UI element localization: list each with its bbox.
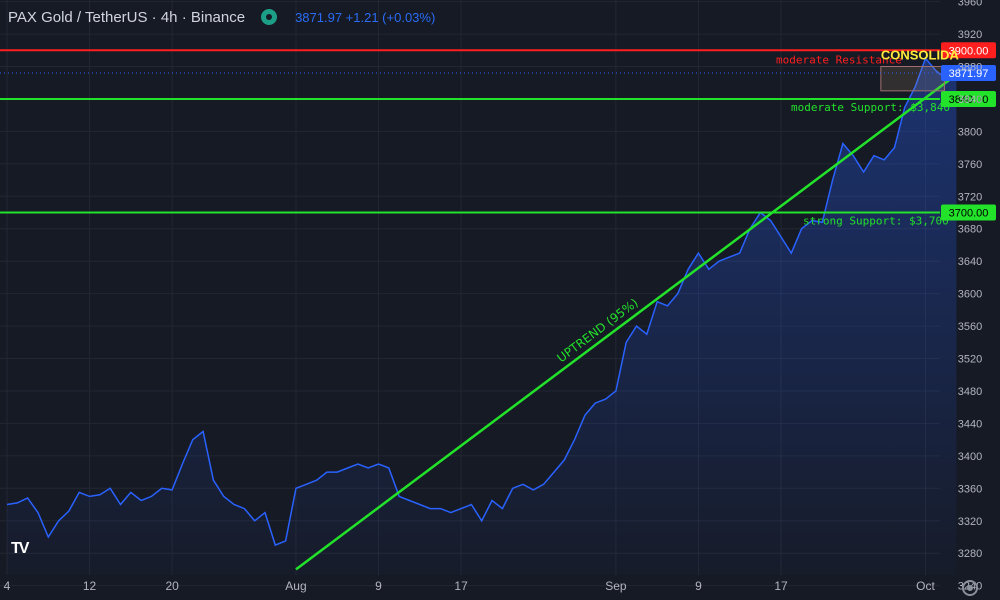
level-label: moderate Support: $3,840 <box>791 101 950 114</box>
time-tick-label: 17 <box>454 579 468 593</box>
price-tick-label: 3760 <box>958 159 982 171</box>
price-tick-label: 3360 <box>958 483 982 495</box>
price-tick-label: 3400 <box>958 451 982 463</box>
level-price-badge <box>941 90 996 107</box>
last-price-badge <box>941 65 996 82</box>
time-tick-label: 20 <box>165 579 179 593</box>
symbol-title[interactable]: PAX Gold / TetherUS · 4h · Binance <box>8 8 246 26</box>
price-tick-label: 3920 <box>958 29 982 41</box>
symbol-legend: PAX Gold / TetherUS · 4h · Binance 3871.… <box>8 6 435 28</box>
level-label: moderate Resistance <box>776 53 902 66</box>
price-tick-label: 3800 <box>958 126 982 138</box>
time-tick-label: 9 <box>695 579 702 593</box>
price-tick-label: 3720 <box>958 191 982 203</box>
tradingview-logo-icon[interactable]: TV <box>11 540 29 557</box>
time-tick-label: Sep <box>605 579 627 593</box>
price-area-fill <box>7 58 957 575</box>
last-price-badge-text: 3871.97 <box>949 68 989 80</box>
price-line <box>6 56 957 547</box>
price-tick-label: 3520 <box>958 354 982 366</box>
grid-lines <box>0 0 940 587</box>
level-price-badge-text: 3840.00 <box>949 94 989 106</box>
price-tick-label: 3600 <box>958 289 982 301</box>
time-tick-label: Aug <box>285 579 306 593</box>
settings-gear-icon[interactable] <box>962 580 978 596</box>
level-label: strong Support: $3,700 <box>803 215 949 228</box>
visibility-eye-icon[interactable] <box>261 9 278 25</box>
price-tick-label: 3320 <box>958 516 982 528</box>
consolidation-label: CONSOLIDA <box>881 48 960 63</box>
quote-value: 3871.97 +1.21 (+0.03%) <box>295 9 436 25</box>
uptrend-line <box>295 73 958 571</box>
time-axis[interactable]: 4 12 20 Aug 9 17 Sep 9 17 Oct <box>4 579 936 593</box>
level-price-badge-text: 3900.00 <box>949 45 989 57</box>
time-tick-label: 9 <box>375 579 382 593</box>
price-tick-label: 3560 <box>958 321 982 333</box>
price-axis[interactable]: 3240328033203360340034403480352035603600… <box>958 0 982 593</box>
time-tick-label: 12 <box>83 579 97 593</box>
price-tick-label: 3840 <box>958 94 982 106</box>
time-tick-label: 17 <box>774 579 788 593</box>
time-tick-label: Oct <box>916 579 935 593</box>
price-tick-label: 3280 <box>958 548 982 560</box>
time-tick-label: 4 <box>4 579 11 593</box>
price-tick-label: 3680 <box>958 224 982 236</box>
level-price-badge <box>941 42 996 59</box>
price-tick-label: 3480 <box>958 386 982 398</box>
price-tick-label: 3440 <box>958 418 982 430</box>
price-tick-label: 3960 <box>958 0 982 9</box>
consolidation-box <box>880 66 945 92</box>
level-price-badge-text: 3700.00 <box>949 208 989 220</box>
price-tick-label: 3640 <box>958 256 982 268</box>
level-price-badge <box>941 204 996 221</box>
price-tick-label: 3880 <box>958 62 982 74</box>
